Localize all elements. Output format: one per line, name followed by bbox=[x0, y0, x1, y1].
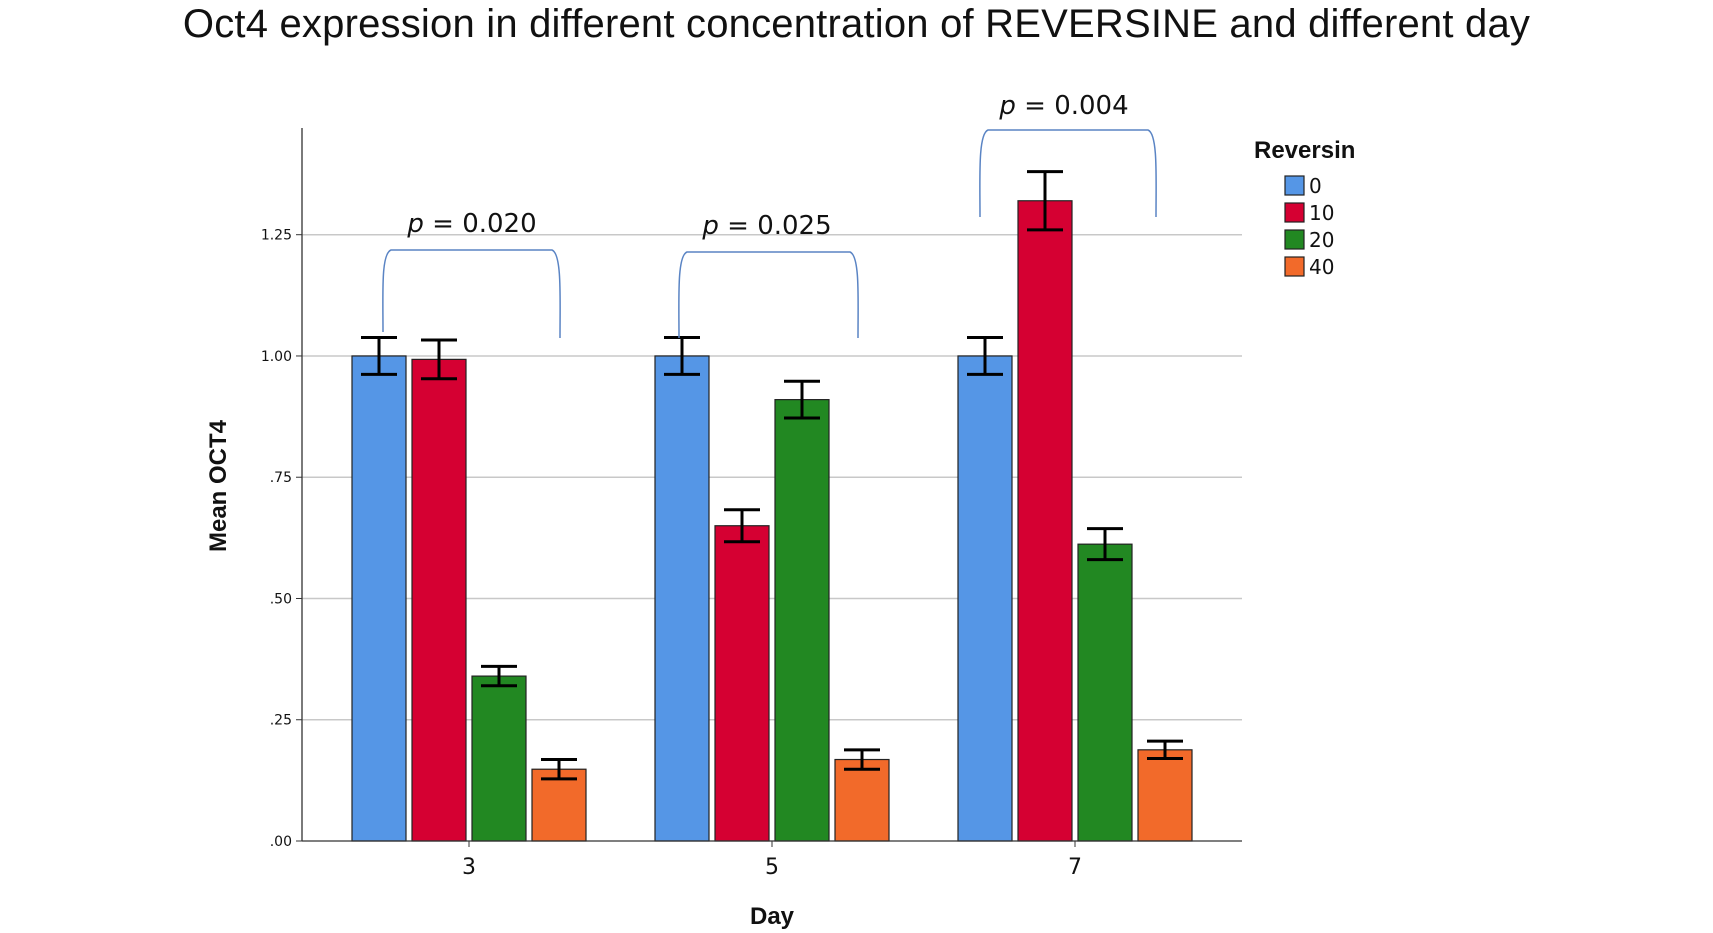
p-symbol: p bbox=[701, 211, 719, 241]
legend-label-20: 20 bbox=[1309, 228, 1334, 252]
legend-swatch-0 bbox=[1284, 175, 1305, 196]
x-tick-label: 3 bbox=[462, 855, 476, 880]
p-value-label: p = 0.004 bbox=[998, 91, 1128, 121]
bar-3-20 bbox=[471, 675, 527, 842]
legend: Reversin 0 10 20 40 bbox=[1254, 137, 1355, 279]
significance-bracket bbox=[979, 129, 1157, 218]
legend-swatch-20 bbox=[1284, 229, 1305, 250]
bar-5-10 bbox=[714, 525, 770, 842]
x-tick-label: 7 bbox=[1068, 855, 1082, 880]
bar-3-0 bbox=[351, 355, 407, 842]
legend-swatch-40 bbox=[1284, 256, 1305, 277]
error-bars bbox=[361, 170, 1183, 781]
p-value: = 0.025 bbox=[719, 211, 832, 241]
bar-7-10 bbox=[1017, 200, 1073, 842]
axes: .00 .25 .50 .75 1.00 1.25 3 5 7 Day Mean OCT4 bbox=[205, 128, 1242, 930]
significance-bracket bbox=[678, 251, 859, 339]
legend-label-40: 40 bbox=[1309, 255, 1334, 279]
bar-5-20 bbox=[774, 399, 830, 842]
p-symbol: p bbox=[406, 209, 424, 239]
legend-swatch-10 bbox=[1284, 202, 1305, 223]
p-value-label: p = 0.025 bbox=[701, 211, 831, 241]
y-tick-label: .00 bbox=[270, 834, 292, 850]
p-value-label: p = 0.020 bbox=[406, 209, 536, 239]
bar-3-40 bbox=[531, 768, 587, 842]
y-tick-label: 1.25 bbox=[261, 228, 292, 244]
p-symbol: p bbox=[998, 91, 1016, 121]
y-tick-label: 1.00 bbox=[261, 349, 292, 365]
bars bbox=[351, 200, 1193, 842]
legend-title: Reversin bbox=[1254, 137, 1355, 164]
y-tick-label: .50 bbox=[270, 591, 292, 607]
p-value: = 0.020 bbox=[424, 209, 537, 239]
y-axis-label: Mean OCT4 bbox=[205, 419, 232, 552]
legend-label-0: 0 bbox=[1309, 174, 1322, 198]
bar-5-0 bbox=[654, 355, 710, 842]
p-value: = 0.004 bbox=[1016, 91, 1129, 121]
significance-bracket bbox=[382, 249, 561, 339]
x-axis-label: Day bbox=[750, 903, 795, 930]
x-tick-label: 5 bbox=[765, 855, 779, 880]
page-title: Oct4 expression in different concentrati… bbox=[182, 2, 1531, 46]
bar-7-40 bbox=[1137, 749, 1193, 842]
legend-label-10: 10 bbox=[1309, 201, 1334, 225]
y-tick-label: .25 bbox=[270, 713, 292, 729]
bar-7-20 bbox=[1077, 543, 1133, 842]
y-tick-label: .75 bbox=[270, 470, 292, 486]
bar-7-0 bbox=[957, 355, 1013, 842]
bar-3-10 bbox=[411, 358, 467, 842]
bar-5-40 bbox=[834, 758, 890, 842]
